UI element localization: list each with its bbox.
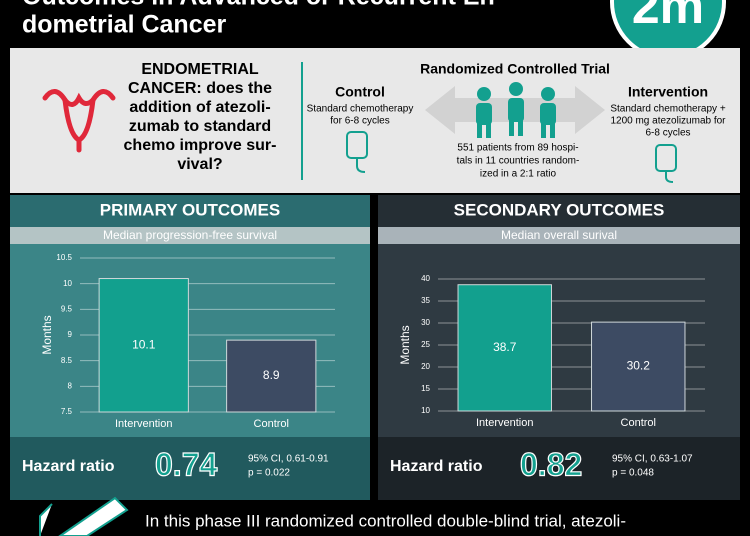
bar bbox=[226, 339, 317, 413]
y-tick-label: 10 bbox=[63, 279, 72, 288]
y-tick-label: 9.5 bbox=[61, 304, 73, 313]
value-label: 8.9 bbox=[263, 368, 280, 382]
patients-text: tals in 11 countries random- bbox=[457, 156, 580, 167]
question-line: vival? bbox=[177, 156, 222, 173]
panel-title: PRIMARY OUTCOMES bbox=[100, 200, 280, 219]
hazard-ci: 95% CI, 0.61-0.91 bbox=[248, 454, 329, 465]
patients-text: 551 patients from 89 hospi- bbox=[457, 143, 578, 154]
question-line: ENDOMETRIAL bbox=[141, 61, 259, 78]
bar bbox=[591, 321, 686, 412]
intervention-text: 1200 mg atezolizumab for bbox=[610, 116, 726, 127]
subtitle-band bbox=[10, 227, 370, 244]
title-line: dometrial Cancer bbox=[22, 11, 227, 39]
y-tick-label: 10 bbox=[421, 406, 430, 415]
question-line: chemo improve sur- bbox=[124, 137, 277, 154]
bar bbox=[98, 278, 189, 413]
chart-area bbox=[378, 244, 740, 437]
hazard-label: Hazard ratio bbox=[22, 458, 115, 475]
y-tick-label: 7.5 bbox=[61, 407, 73, 416]
patients-text: ized in a 2:1 ratio bbox=[480, 169, 557, 180]
iv-bag-icon bbox=[346, 131, 368, 173]
hazard-p: p = 0.048 bbox=[612, 468, 654, 479]
intervention-text: 6-8 cycles bbox=[645, 128, 690, 139]
panel-title: SECONDARY OUTCOMES bbox=[454, 200, 665, 219]
y-tick-label: 25 bbox=[421, 340, 430, 349]
hazard-label: Hazard ratio bbox=[390, 458, 483, 475]
pencil-icon bbox=[39, 496, 129, 536]
y-tick-label: 40 bbox=[421, 274, 430, 283]
question-line: addition of atezoli- bbox=[129, 99, 270, 116]
control-text: Standard chemotherapy bbox=[307, 104, 414, 115]
value-label: 30.2 bbox=[627, 359, 651, 373]
y-tick-label: 20 bbox=[421, 362, 430, 371]
intervention-text: Standard chemotherapy + bbox=[610, 104, 726, 115]
value-label: 10.1 bbox=[132, 337, 156, 351]
x-tick-label: Intervention bbox=[115, 418, 172, 430]
logo-text: 2m bbox=[632, 0, 704, 34]
question-line: CANCER: does the bbox=[128, 80, 272, 97]
footer-text: In this phase III randomized controlled … bbox=[145, 511, 626, 530]
value-label: 38.7 bbox=[493, 340, 517, 354]
y-tick-label: 30 bbox=[421, 318, 430, 327]
hazard-row bbox=[10, 437, 370, 500]
y-tick-label: 10.5 bbox=[56, 253, 72, 262]
x-tick-label: Control bbox=[254, 418, 289, 430]
subtitle-band bbox=[378, 227, 740, 244]
y-tick-label: 8 bbox=[68, 381, 73, 390]
y-axis-label: Months bbox=[398, 325, 412, 364]
title-line: Outcomes in Advanced or Recurrent En- bbox=[22, 0, 503, 11]
chart-subtitle: Median progression-free survival bbox=[103, 228, 277, 242]
y-tick-label: 35 bbox=[421, 296, 430, 305]
intervention-label: Intervention bbox=[628, 84, 708, 100]
iv-bag-icon bbox=[655, 144, 677, 183]
hazard-value: 0.74 bbox=[155, 446, 217, 482]
y-tick-label: 9 bbox=[68, 330, 73, 339]
people-icon bbox=[476, 82, 556, 138]
bar bbox=[457, 284, 552, 412]
intro-panel bbox=[10, 48, 740, 193]
question-line: zumab to standard bbox=[129, 118, 271, 135]
y-tick-label: 8.5 bbox=[61, 356, 73, 365]
x-tick-label: Intervention bbox=[476, 417, 533, 429]
control-label: Control bbox=[335, 84, 385, 100]
y-tick-label: 15 bbox=[421, 384, 430, 393]
hazard-ci: 95% CI, 0.63-1.07 bbox=[612, 454, 693, 465]
hazard-p: p = 0.022 bbox=[248, 468, 290, 479]
x-tick-label: Control bbox=[621, 417, 656, 429]
hazard-row bbox=[378, 437, 740, 500]
trial-title: Randomized Controlled Trial bbox=[420, 61, 610, 77]
y-axis-label: Months bbox=[40, 315, 54, 354]
control-text: for 6-8 cycles bbox=[330, 116, 389, 127]
uterus-icon bbox=[42, 89, 116, 153]
chart-subtitle: Median overall surival bbox=[501, 228, 617, 242]
hazard-value: 0.82 bbox=[520, 446, 582, 482]
